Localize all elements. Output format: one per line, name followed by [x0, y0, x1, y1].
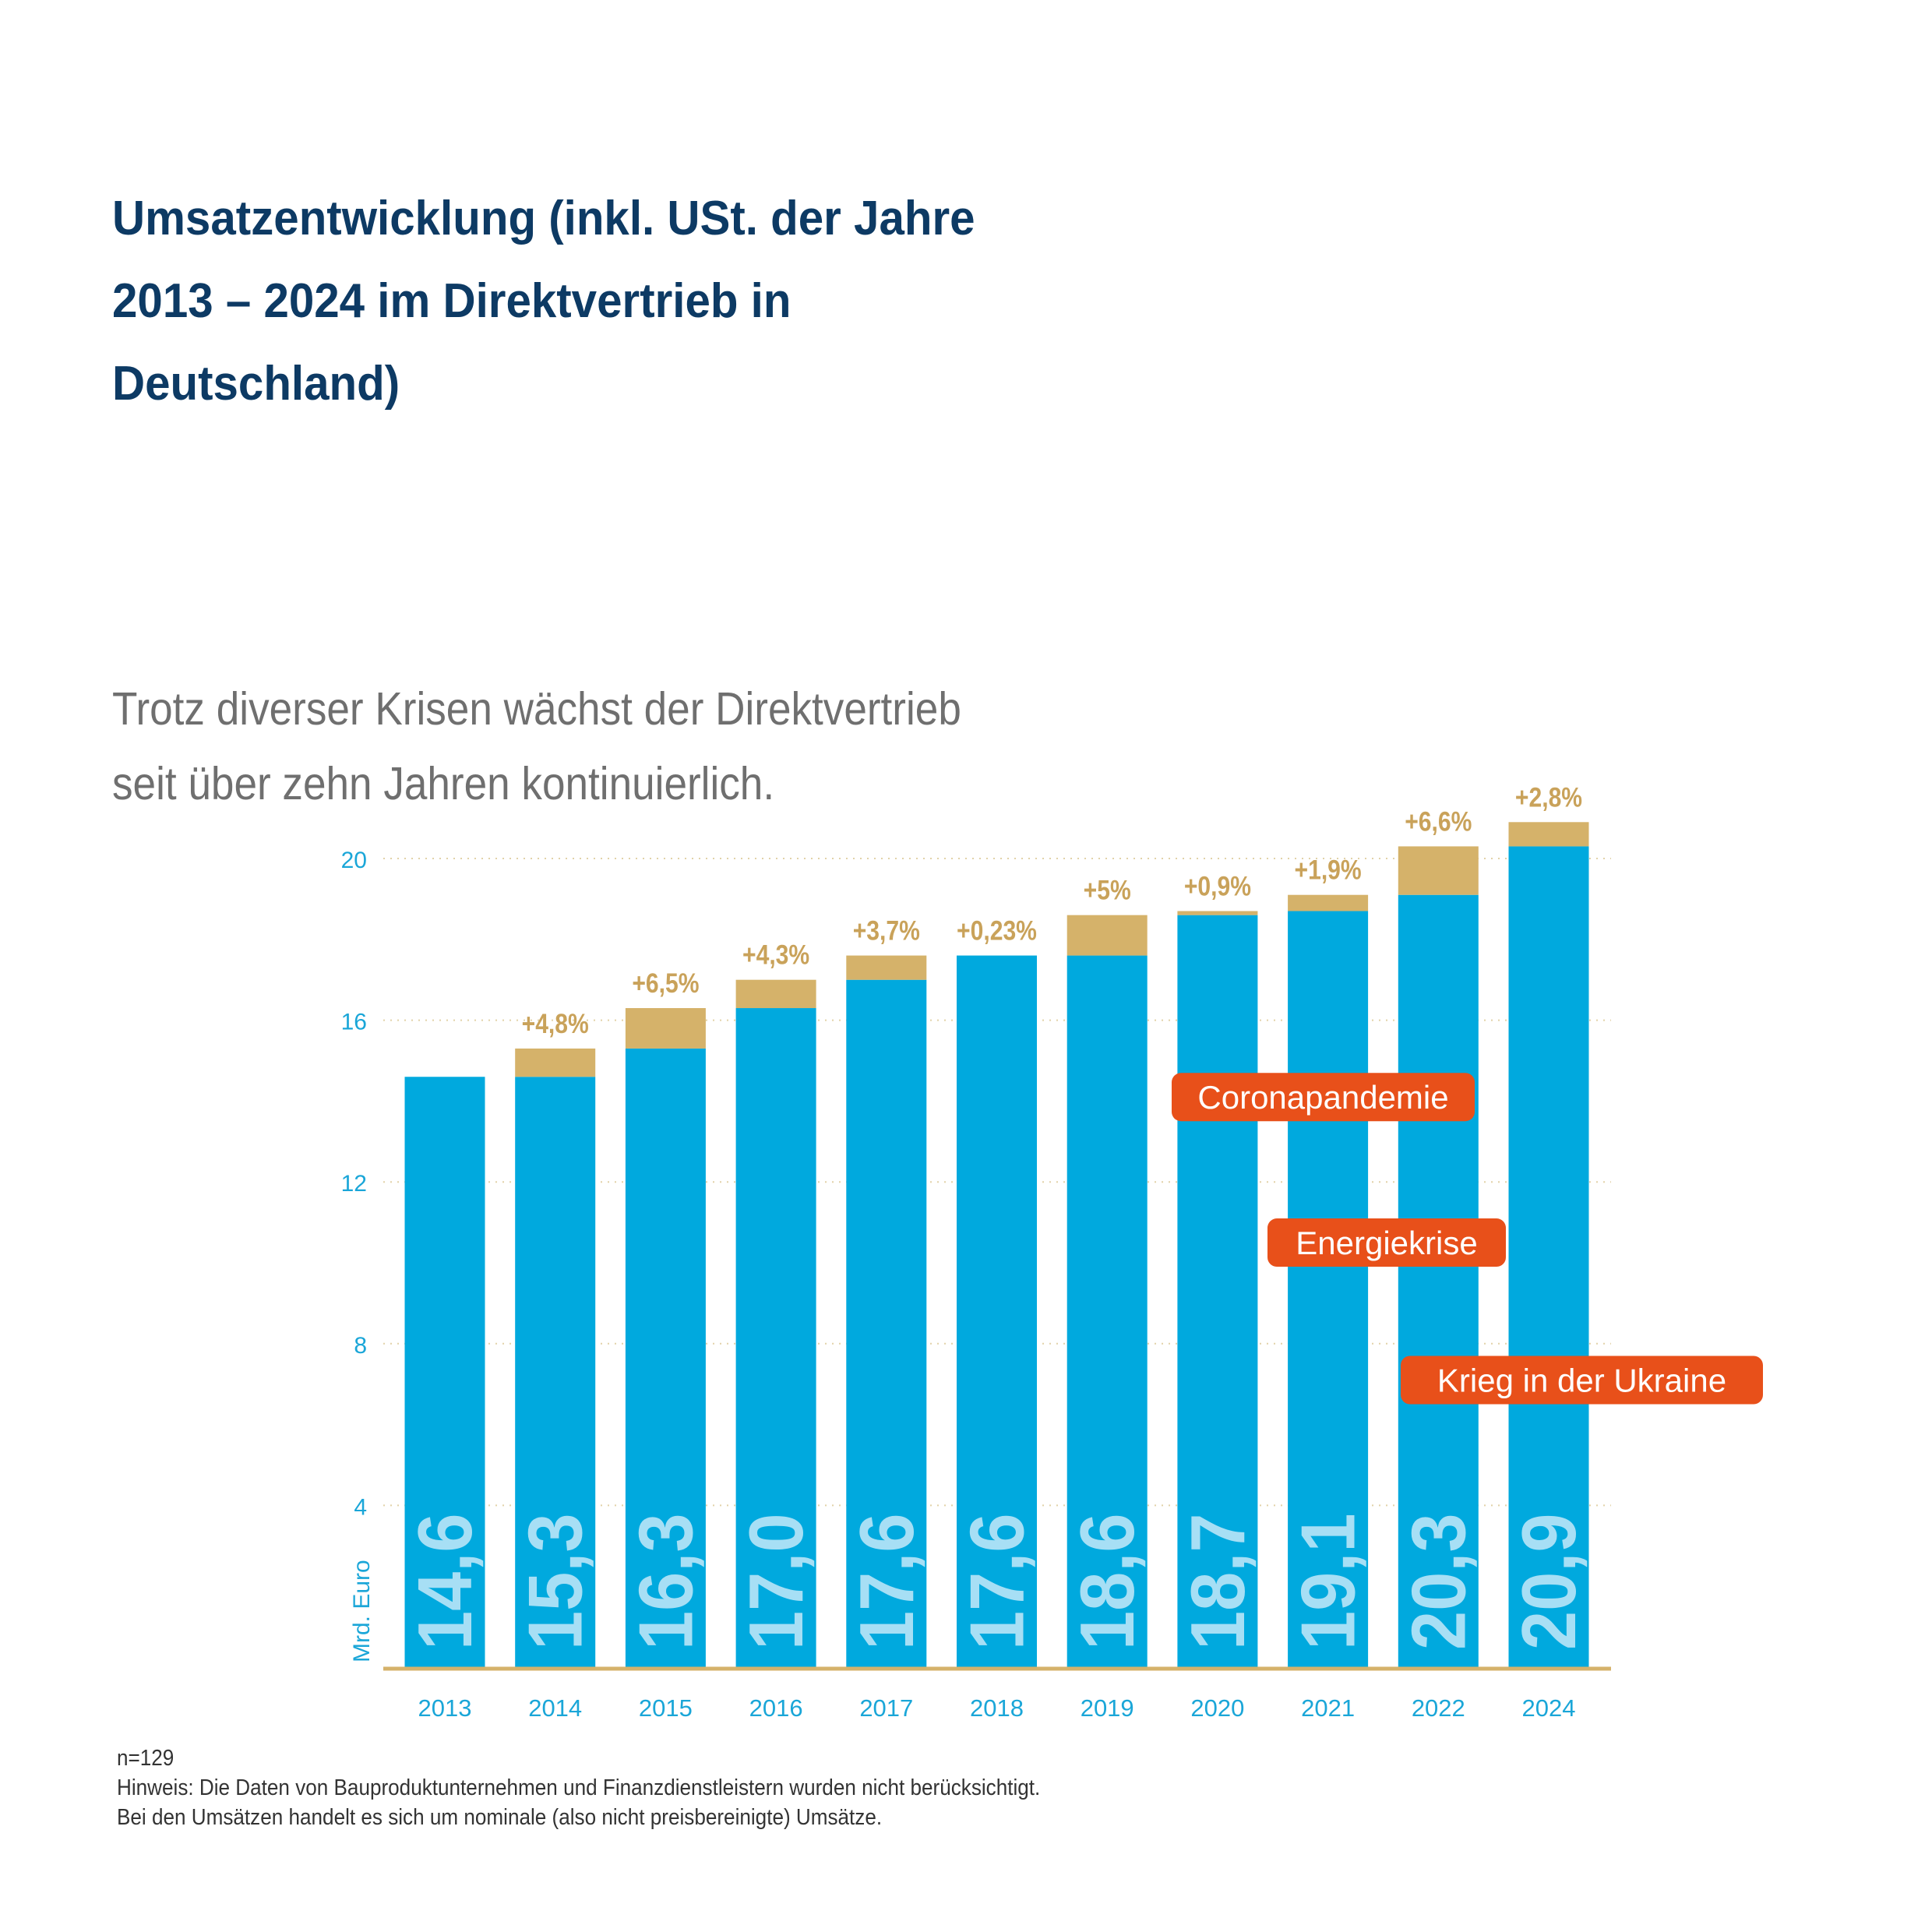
- x-tick-label-2014: 2014: [528, 1694, 582, 1722]
- x-axis-ticks: 2013 2014 2015 2016 2017 2018 2019 2020 2021 2022…: [418, 1694, 1576, 1722]
- growth-label-2020: +0,9%: [1184, 870, 1251, 901]
- bar-2017: [846, 979, 927, 1667]
- annotation-2: Energiekrise: [1267, 1218, 1506, 1267]
- growth-label-2019: +5%: [1084, 874, 1131, 905]
- growth-label-2024: +2,8%: [1515, 781, 1582, 813]
- growth-label-2016: +4,3%: [742, 940, 809, 971]
- x-tick-label-2024: 2024: [1522, 1694, 1576, 1722]
- growth-segment-2020: [1177, 911, 1258, 915]
- value-label-2019: 18,6: [1065, 1514, 1150, 1650]
- title-line-1: Umsatzentwicklung (inkl. USt. der Jahre: [112, 192, 975, 245]
- y-tick-label-20: 20: [341, 848, 367, 873]
- growth-segment-2015: [625, 1008, 706, 1049]
- x-tick-label-2020: 2020: [1190, 1694, 1244, 1722]
- footnote-nominal: Bei den Umsätzen handelt es sich um nomi…: [117, 1805, 883, 1830]
- value-label-2022: 20,3: [1396, 1514, 1481, 1650]
- title-line-3: Deutschland): [112, 357, 400, 411]
- value-label-2024: 20,9: [1507, 1514, 1592, 1650]
- y-axis-label: Mrd. Euro: [349, 1560, 375, 1662]
- growth-segment-2014: [515, 1048, 596, 1077]
- annotation-1: Coronapandemie: [1172, 1073, 1475, 1122]
- annotation-box: [1172, 1073, 1475, 1122]
- value-label-2013: 14,6: [403, 1514, 488, 1650]
- bar-2021: [1288, 911, 1369, 1667]
- growth-segment-2019: [1066, 915, 1148, 956]
- bar-2022: [1398, 894, 1479, 1667]
- annotation-3: Krieg in der Ukraine: [1401, 1356, 1763, 1405]
- annotation-box: [1401, 1356, 1763, 1405]
- y-axis-ticks: 4 8 12 16 20: [341, 848, 367, 1520]
- growth-segment-2021: [1288, 894, 1369, 911]
- annotations: Coronapandemie Energiekrise Krieg in der U…: [1172, 1073, 1763, 1405]
- growth-segment-2024: [1508, 822, 1589, 847]
- footnote: n=129 Hinweis: Die Daten von Bauproduktu…: [117, 1743, 1379, 1832]
- x-tick-label-2016: 2016: [749, 1694, 803, 1722]
- bar-2019: [1066, 955, 1148, 1667]
- x-tick-label-2018: 2018: [970, 1694, 1024, 1722]
- bar-2013: [404, 1077, 485, 1667]
- growth-label-2018: +0,23%: [957, 915, 1037, 946]
- x-tick-label-2013: 2013: [418, 1694, 472, 1722]
- value-label-2015: 16,3: [623, 1514, 708, 1650]
- bar-2020: [1177, 915, 1258, 1667]
- value-label-2018: 17,6: [954, 1514, 1039, 1650]
- bar-2015: [625, 1048, 706, 1667]
- x-tick-label-2019: 2019: [1081, 1694, 1134, 1722]
- y-tick-label-4: 4: [354, 1494, 367, 1520]
- value-label-2014: 15,3: [513, 1514, 598, 1650]
- value-label-2020: 18,7: [1175, 1514, 1260, 1650]
- y-tick-label-12: 12: [341, 1171, 367, 1197]
- growth-segment-2017: [846, 955, 927, 980]
- growth-label-2014: +4,8%: [522, 1008, 589, 1039]
- subtitle-line-2: seit über zehn Jahren kontinuierlich.: [112, 758, 775, 809]
- title-line-2: 2013 – 2024 im Direktvertrieb in: [112, 274, 791, 328]
- bar-2024: [1508, 846, 1589, 1667]
- bar-2016: [735, 1008, 816, 1667]
- growth-label-2021: +1,9%: [1295, 855, 1362, 886]
- growth-label-2022: +6,6%: [1405, 806, 1472, 837]
- annotation-box: [1267, 1218, 1506, 1267]
- x-tick-label-2022: 2022: [1412, 1694, 1465, 1722]
- annotation-label: Coronapandemie: [1197, 1079, 1448, 1116]
- bar-2018: [957, 955, 1037, 1667]
- bars: 14,6 +4,8% 15,3 +6,5% 16,3 +4,3% 17,0 +3,7% 17,6…: [403, 781, 1592, 1667]
- growth-segment-2022: [1398, 846, 1479, 895]
- annotation-label: Krieg in der Ukraine: [1437, 1363, 1726, 1399]
- annotation-label: Energiekrise: [1296, 1225, 1477, 1261]
- subtitle-line-1: Trotz diverser Krisen wächst der Direktv…: [112, 683, 961, 735]
- chart-subtitle: Trotz diverser Krisen wächst der Direktv…: [112, 672, 1094, 821]
- x-tick-label-2017: 2017: [859, 1694, 913, 1722]
- chart-title: Umsatzentwicklung (inkl. USt. der Jahre …: [112, 178, 1137, 425]
- y-tick-label-16: 16: [341, 1010, 367, 1035]
- growth-label-2015: +6,5%: [632, 968, 699, 999]
- value-label-2021: 19,1: [1285, 1514, 1370, 1650]
- growth-label-2017: +3,7%: [853, 915, 920, 946]
- x-tick-label-2015: 2015: [639, 1694, 693, 1722]
- x-tick-label-2021: 2021: [1301, 1694, 1355, 1722]
- growth-segment-2016: [735, 979, 816, 1009]
- footnote-hint: Hinweis: Die Daten von Bauproduktunterne…: [117, 1775, 1041, 1800]
- value-label-2016: 17,0: [734, 1514, 819, 1650]
- bar-2014: [515, 1077, 596, 1667]
- y-tick-label-8: 8: [354, 1333, 367, 1359]
- value-label-2017: 17,6: [844, 1514, 929, 1650]
- footnote-sample-size: n=129: [117, 1746, 175, 1771]
